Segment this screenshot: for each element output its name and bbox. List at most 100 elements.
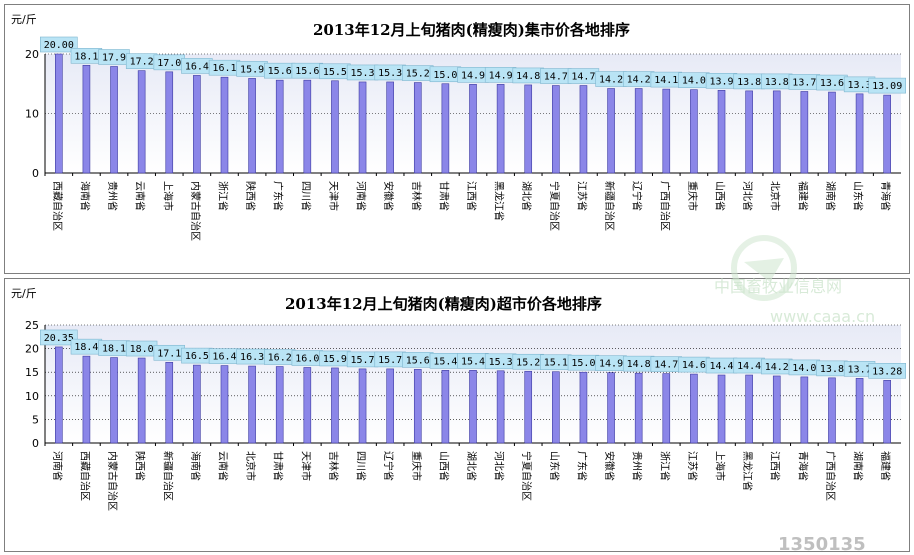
bar (717, 374, 726, 444)
y-tick-label: 0 (32, 437, 39, 450)
category-label: 湖北省 (465, 451, 478, 481)
bar (883, 94, 891, 174)
category-label: 山西省 (714, 181, 727, 211)
data-label: 13.7 (848, 364, 872, 375)
data-label: 16.3 (240, 352, 264, 363)
category-label: 甘肃省 (437, 181, 450, 211)
category-label: 辽宁省 (631, 181, 644, 211)
category-label: 山东省 (852, 181, 865, 211)
y-tick-label: 15 (25, 366, 39, 379)
category-label: 北京市 (769, 181, 782, 211)
category-label: 浙江省 (658, 451, 671, 481)
data-label: 13.28 (872, 366, 902, 377)
bar (55, 53, 63, 174)
data-label: 14.2 (599, 75, 623, 86)
bar (634, 88, 643, 174)
bar (855, 378, 864, 444)
category-label: 海南省 (189, 451, 202, 481)
bar (82, 65, 91, 174)
bar (441, 83, 450, 174)
bar (137, 357, 146, 444)
category-label: 陕西省 (134, 451, 147, 481)
bar (220, 365, 229, 444)
data-label: 14.2 (765, 362, 789, 373)
category-label: 山西省 (437, 451, 450, 481)
category-label: 天津市 (299, 451, 312, 481)
data-label: 20.00 (44, 40, 74, 51)
bar (82, 355, 91, 444)
category-label: 内蒙古自治区 (189, 181, 202, 241)
chart-supermarket-price: 2013年12月上旬猪肉(精瘦肉)超市价各地排序 元/斤 0 5 10 15 20 25 20.… (11, 287, 906, 511)
chart-market-price: 2013年12月上旬猪肉(精瘦肉)集市价各地排序 元/斤 0 10 20 20.00 西藏自… (11, 13, 906, 241)
data-label: 15.1 (544, 358, 568, 369)
data-label: 14.4 (709, 361, 733, 372)
category-label: 广西自治区 (658, 181, 671, 231)
bar (386, 368, 394, 444)
data-label: 15.6 (295, 66, 319, 77)
data-label-box (40, 36, 78, 53)
data-label: 17.0 (157, 58, 181, 69)
bar (137, 70, 146, 174)
category-label: 江西省 (465, 181, 478, 211)
y-tick-label: 10 (25, 390, 39, 403)
y-tick-label: 10 (25, 108, 39, 121)
data-label: 16.4 (212, 352, 236, 363)
data-label: 16.5 (185, 351, 209, 362)
data-label: 18.4 (74, 342, 98, 353)
data-label: 16.4 (185, 61, 209, 72)
category-label: 河北省 (493, 451, 506, 481)
data-label: 15.6 (406, 355, 430, 366)
data-label: 15.3 (378, 68, 402, 79)
chart-title: 2013年12月上旬猪肉(精瘦肉)超市价各地排序 (285, 295, 602, 313)
bar (800, 91, 809, 174)
category-label: 海南省 (78, 181, 91, 211)
category-label: 宁夏自治区 (548, 181, 561, 231)
bar (607, 372, 615, 444)
data-label: 14.8 (516, 71, 540, 82)
bar (717, 89, 726, 174)
y-tick-label: 20 (25, 343, 39, 356)
category-label: 辽宁省 (382, 451, 395, 481)
category-label: 内蒙古自治区 (106, 451, 119, 511)
category-label: 江西省 (769, 451, 782, 481)
bar (662, 88, 671, 174)
data-label: 14.0 (682, 76, 706, 87)
data-label: 14.1 (654, 75, 678, 86)
bar (358, 81, 367, 174)
chart-panel-market: 2013年12月上旬猪肉(精瘦肉)集市价各地排序 元/斤 0 10 20 20.00 西藏自… (4, 4, 910, 274)
data-label-box (868, 363, 906, 379)
data-label: 18.1 (102, 344, 126, 355)
chart-title: 2013年12月上旬猪肉(精瘦肉)集市价各地排序 (313, 21, 630, 39)
bar (745, 374, 753, 444)
data-label: 14.9 (599, 359, 623, 370)
bar (193, 364, 201, 444)
category-label: 陕西省 (244, 181, 257, 211)
y-tick-label: 5 (32, 413, 39, 426)
bar (220, 76, 229, 174)
y-tick-label: 25 (25, 319, 39, 332)
bar (800, 376, 809, 444)
data-label: 18.1 (74, 51, 98, 62)
bar (55, 346, 63, 444)
bar (496, 84, 505, 174)
category-label: 贵州省 (631, 451, 644, 481)
data-label: 13.7 (792, 77, 816, 88)
bar (579, 371, 588, 444)
data-label: 16.0 (295, 353, 319, 364)
data-label: 18.0 (130, 344, 154, 355)
category-label: 河北省 (741, 181, 754, 211)
bar (579, 85, 588, 174)
bar (855, 93, 864, 174)
bar (110, 66, 118, 174)
category-label: 浙江省 (216, 181, 229, 211)
category-label: 江苏省 (686, 451, 699, 481)
category-label: 广西自治区 (824, 451, 837, 501)
bar (662, 373, 671, 444)
data-label: 14.4 (737, 361, 761, 372)
bar (441, 370, 450, 444)
bar (331, 367, 339, 444)
category-label: 湖南省 (852, 451, 865, 481)
bar (303, 79, 312, 174)
data-label: 17.9 (102, 52, 126, 63)
